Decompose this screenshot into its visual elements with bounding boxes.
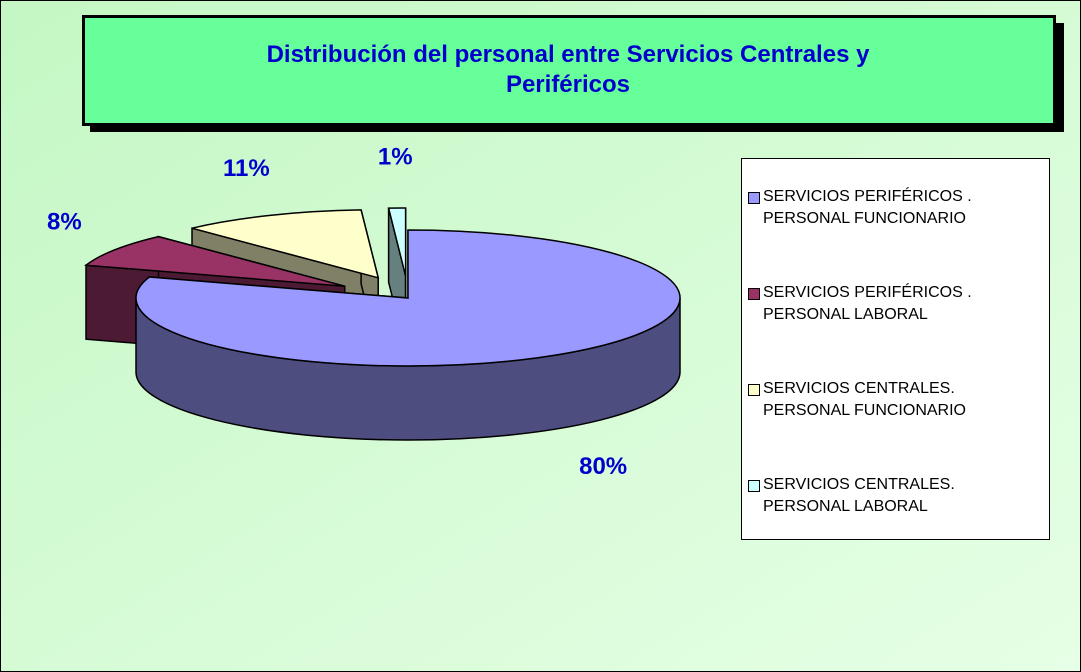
slice	[135, 229, 681, 367]
legend-entry: SERVICIOS PERIFÉRICOS . PERSONAL LABORAL	[748, 282, 1044, 326]
legend-label: SERVICIOS CENTRALES. PERSONAL FUNCIONARI…	[763, 380, 966, 419]
data-label: 1%	[378, 143, 413, 170]
slice	[191, 209, 380, 279]
slice	[387, 207, 407, 277]
legend-entry: SERVICIOS CENTRALES. PERSONAL LABORAL	[748, 474, 1044, 518]
chart-title: Distribución del personal entre Servicio…	[266, 40, 870, 98]
legend-label: SERVICIOS PERIFÉRICOS . PERSONAL LABORAL	[763, 284, 972, 323]
data-label: 80%	[579, 453, 627, 480]
legend-swatch	[748, 480, 760, 492]
legend-label: SERVICIOS CENTRALES. PERSONAL LABORAL	[763, 476, 955, 515]
legend-entry: SERVICIOS PERIFÉRICOS . PERSONAL FUNCION…	[748, 186, 1044, 230]
legend-swatch	[748, 192, 760, 204]
legend-label: SERVICIOS PERIFÉRICOS . PERSONAL FUNCION…	[763, 188, 972, 227]
data-label: 8%	[47, 208, 82, 235]
slice	[84, 235, 345, 287]
legend-entry: SERVICIOS CENTRALES. PERSONAL FUNCIONARI…	[748, 378, 1044, 422]
data-label: 11%	[223, 155, 270, 182]
title-box	[82, 15, 1056, 126]
legend: SERVICIOS PERIFÉRICOS . PERSONAL FUNCION…	[741, 158, 1050, 540]
legend-swatch	[748, 288, 760, 300]
legend-swatch	[748, 384, 760, 396]
pie	[84, 207, 681, 441]
